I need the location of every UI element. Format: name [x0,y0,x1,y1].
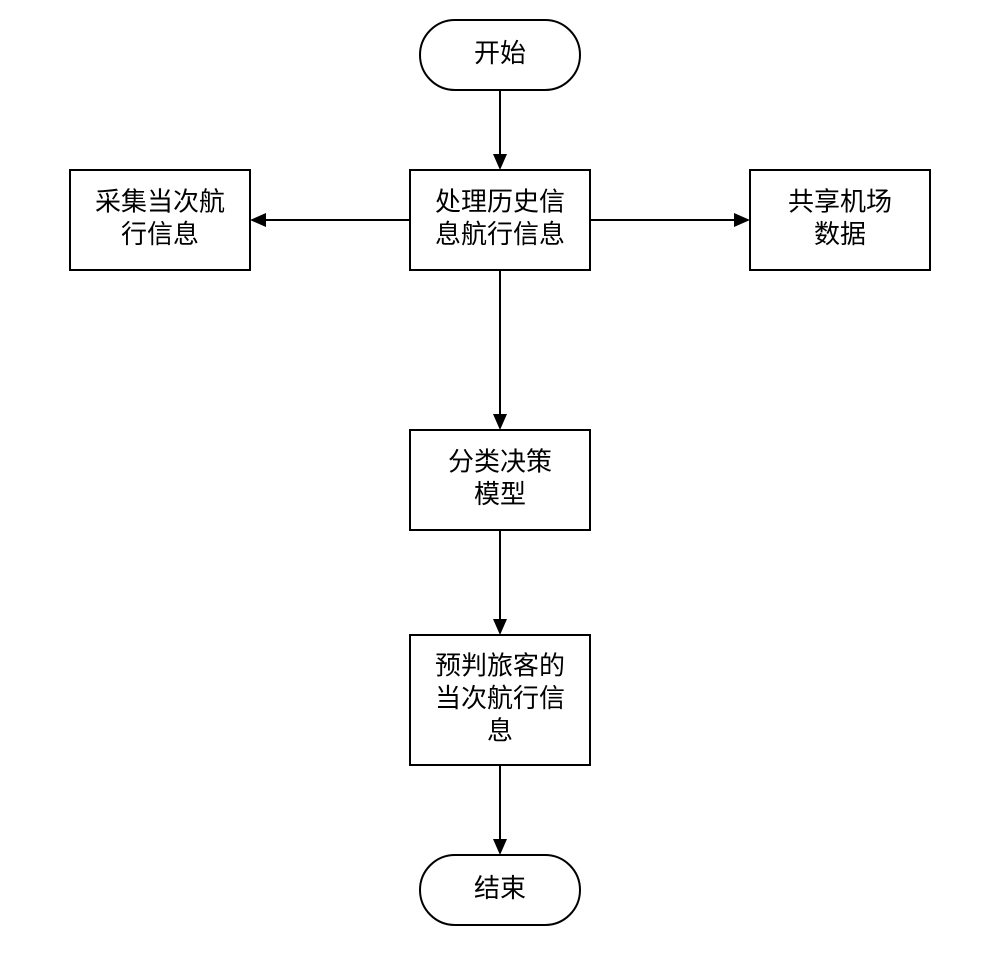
node-label: 息航行信息 [435,219,565,249]
arrowhead [493,414,507,430]
node-label: 当次航行信 [435,683,565,713]
node-start: 开始 [420,20,580,90]
arrowhead [493,154,507,170]
node-predict: 预判旅客的当次航行信息 [410,635,590,765]
node-label: 共享机场 [788,187,892,217]
node-label: 分类决策 [448,447,552,477]
node-label: 模型 [474,479,526,509]
arrowhead [493,619,507,635]
node-label: 开始 [474,38,526,68]
node-label: 行信息 [121,219,199,249]
node-label: 处理历史信 [435,187,565,217]
node-label: 息 [487,715,513,745]
node-label: 数据 [814,219,866,249]
node-end: 结束 [420,855,580,925]
node-share: 共享机场数据 [750,170,930,270]
node-model: 分类决策模型 [410,430,590,530]
arrowhead [734,213,750,227]
arrowhead [493,839,507,855]
node-label: 结束 [474,873,526,903]
node-collect: 采集当次航行信息 [70,170,250,270]
node-label: 预判旅客的 [435,650,565,680]
flowchart-canvas: 开始处理历史信息航行信息 采集当次航行信息 共享机场数据分类决策模型预判旅客的当次航… [0,0,1000,956]
node-history: 处理历史信息航行信息 [410,170,590,270]
arrowhead [250,213,266,227]
node-label: 采集当次航 [95,187,225,217]
